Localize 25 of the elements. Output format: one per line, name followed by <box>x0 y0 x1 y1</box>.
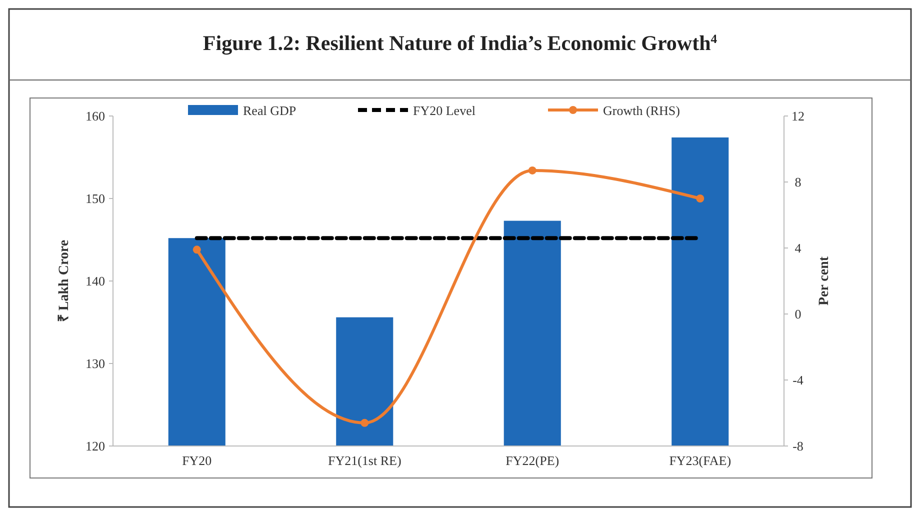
y2-tick-label: -8 <box>792 438 804 454</box>
y2-tick-label: 4 <box>794 240 802 256</box>
point <box>696 194 704 202</box>
legend-label: Growth (RHS) <box>603 102 680 118</box>
y2-tick-label: -4 <box>792 372 804 388</box>
y2-tick-label: 0 <box>794 306 802 322</box>
x-tick-label: FY20 <box>182 453 212 468</box>
chart-title: Figure 1.2: Resilient Nature of India’s Economic Growth$^{4}$ <box>202 31 718 55</box>
y-tick-label: 150 <box>86 191 105 206</box>
y2-axis-title: Per cent <box>817 256 832 306</box>
point <box>192 246 201 254</box>
point <box>528 166 536 174</box>
x-tick-label: FY22(PE) <box>506 453 560 468</box>
legend-label: Real GDP <box>243 102 296 118</box>
legend-label: FY20 Level <box>413 102 476 118</box>
y-axis-title: ₹ Lakh Crore <box>57 240 72 322</box>
y-tick-label: 120 <box>86 438 105 454</box>
x-tick-label: FY23(FAE) <box>669 453 732 468</box>
y-tick-label: 130 <box>86 356 105 372</box>
y-tick-label: 140 <box>86 274 105 289</box>
y-tick-label: 160 <box>86 108 105 124</box>
point <box>360 418 369 427</box>
y2-tick-label: 12 <box>792 108 804 124</box>
y2-tick-label: 8 <box>794 174 802 190</box>
x-tick-label: FY21(1st RE) <box>328 453 402 468</box>
